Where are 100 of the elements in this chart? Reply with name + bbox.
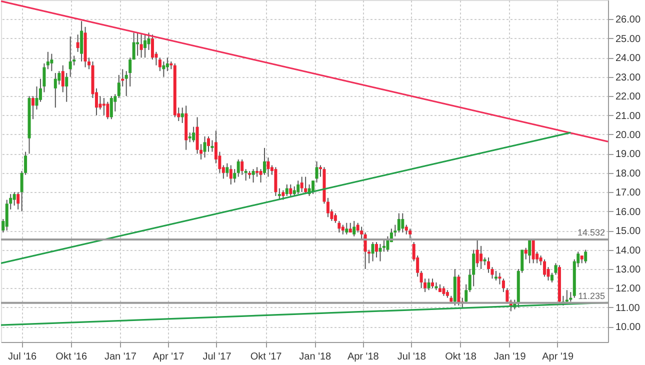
candlestick [166,57,169,72]
y-tick-label: 26.00 [616,14,641,26]
y-tick-label: 24.00 [616,53,641,64]
y-tick-label: 11.00 [616,302,640,314]
candlestick [76,34,80,52]
candlestick [252,168,255,184]
candlestick [375,242,378,258]
x-tick-label: Jan '18 [299,352,332,362]
candlestick [226,162,229,178]
candlestick [341,224,344,235]
candlestick [378,244,382,262]
y-tick-label: 12.00 [616,284,641,295]
candlestick [315,160,318,184]
candlestick [476,240,479,268]
ref-line-label: 14.532 [577,228,605,238]
y-tick-label: 13.00 [616,264,641,276]
candlestick [348,222,352,233]
candlestick [256,166,259,178]
x-tick-label: Jul '18 [397,352,426,362]
candlestick [528,240,532,264]
candlestick [345,222,348,235]
ref-line-label: 11.235 [578,290,605,301]
y-tick-label: 18.00 [616,168,641,180]
candlestick [386,236,390,252]
candlestick [532,240,535,264]
candlestick [162,60,166,78]
y-tick-label: 25.00 [616,34,641,45]
candlestick [16,192,20,210]
candlestick [326,197,330,218]
candlestick [554,262,558,276]
candlestick [334,212,337,224]
candlestick [584,249,588,264]
candlestick [46,51,50,70]
candlestick [106,101,110,120]
candlestick [110,96,113,120]
candlestick [35,86,38,110]
x-tick-label: Apr '18 [347,352,380,362]
x-tick-label: Jul '17 [202,352,232,362]
candlestick [397,212,400,233]
candlestick [464,284,468,304]
y-tick-label: 20.00 [616,130,641,141]
candlestick [420,270,423,289]
candlestick [404,224,408,235]
candlestick [132,32,136,60]
candlestick [266,157,270,178]
candlestick [312,180,315,195]
y-tick-label: 19.00 [616,149,641,160]
candlestick [229,164,232,185]
candlestick [352,220,356,237]
y-tick-label: 15.00 [616,226,641,238]
x-tick-label: Apr '19 [542,352,574,362]
candlestick [80,20,84,62]
x-tick-label: Okt '17 [250,352,282,362]
candlestick [240,158,244,176]
candlestick [304,176,308,195]
candlestick [210,140,214,152]
x-tick-label: Jan '17 [104,352,137,362]
x-tick-label: Jan '19 [494,352,526,362]
candlestick [192,126,196,143]
candlestick [180,107,184,124]
candlestick [300,176,304,193]
candlestick [371,242,374,262]
candlestick [360,226,364,241]
candlestick [244,168,248,182]
y-tick-label: 16.00 [616,206,641,218]
y-tick-label: 17.00 [616,188,641,199]
candlestick [487,256,490,274]
candlestick [68,36,72,78]
candlestick [401,212,404,233]
candlestick [98,96,102,110]
candlestick [32,96,35,120]
x-tick-label: Okt '18 [445,352,477,362]
candlestick [144,34,147,58]
candlestick [442,286,446,296]
candlestick [236,158,240,178]
x-tick-label: Okt '16 [56,352,88,362]
candlestick [427,278,430,291]
candlestick [12,192,16,206]
candlestick [285,184,288,196]
candlestick [278,188,281,200]
candlestick [543,258,546,278]
candlestick [480,245,483,270]
candlestick [50,53,54,72]
candlestick [494,270,498,282]
x-tick-label: Apr '17 [152,352,185,362]
y-tick-label: 22.00 [616,92,641,103]
y-tick-label: 14.00 [616,245,641,256]
y-tick-label: 10.00 [616,322,641,334]
candlestick [233,168,236,184]
candlestick [338,220,341,233]
candlestick [498,272,502,285]
candlestick [431,278,434,289]
y-tick-label: 21.00 [616,110,641,122]
candlestick [65,72,68,102]
x-tick-label: Jul '16 [8,352,38,362]
candlestick [289,184,292,196]
candlestick [524,247,528,260]
candlestick [296,180,300,195]
candlestick [408,228,412,239]
y-tick-label: 23.00 [616,72,641,84]
